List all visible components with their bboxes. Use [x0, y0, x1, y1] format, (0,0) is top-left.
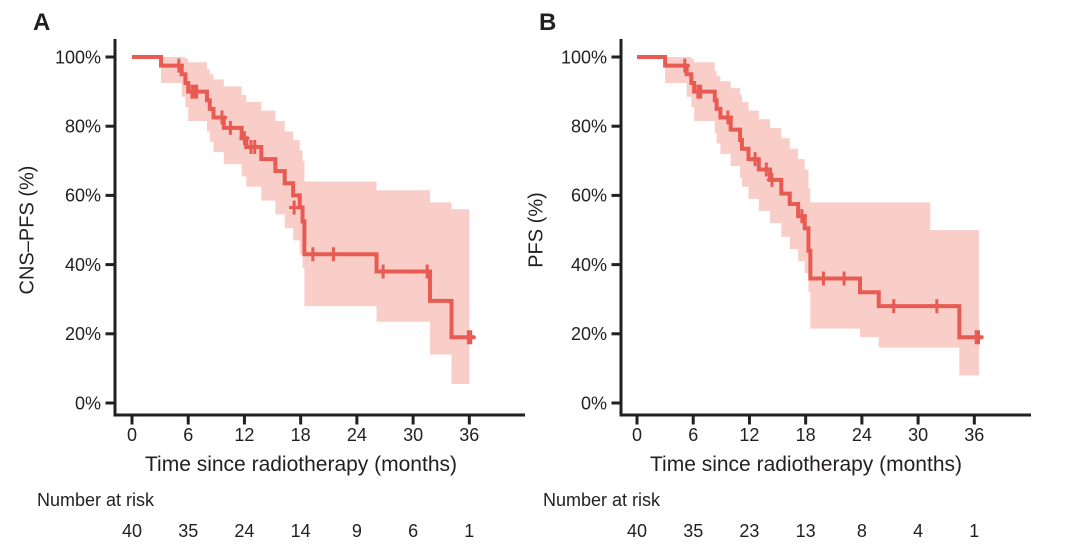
panel-A: 100% 80% 60% 40% 20% 0% 0 6 12 18 24 30 36 40 35 24 14 9 6… — [55, 39, 525, 541]
x-tick-labels-A: 0 6 12 18 24 30 36 — [127, 425, 479, 445]
risk-count: 14 — [291, 521, 311, 541]
x-tick-label: 6 — [688, 425, 698, 445]
panel-a-y-axis-label: CNS–PFS (%) — [16, 165, 39, 295]
y-tick-label: 100% — [561, 47, 607, 67]
risk-count: 24 — [234, 521, 254, 541]
confidence-band-B — [665, 57, 980, 376]
y-tick-label: 80% — [65, 117, 101, 137]
risk-count: 4 — [913, 521, 923, 541]
y-tick-label: 20% — [571, 324, 607, 344]
y-tick-label: 20% — [65, 324, 101, 344]
axes-B — [611, 39, 1031, 425]
y-tick-label: 100% — [55, 47, 101, 67]
panel-b-y-axis-label: PFS (%) — [525, 192, 548, 268]
x-tick-labels-B: 0 6 12 18 24 30 36 — [632, 425, 984, 445]
number-at-risk-A: 40 35 24 14 9 6 1 — [122, 521, 474, 541]
risk-count: 1 — [464, 521, 474, 541]
censor-marks-B — [679, 58, 984, 345]
x-tick-label: 36 — [459, 425, 479, 445]
y-tick-label: 0% — [75, 393, 101, 413]
x-tick-label: 18 — [796, 425, 816, 445]
x-tick-label: 30 — [403, 425, 423, 445]
risk-count: 6 — [408, 521, 418, 541]
x-tick-label: 12 — [234, 425, 254, 445]
x-tick-label: 36 — [964, 425, 984, 445]
x-tick-label: 6 — [183, 425, 193, 445]
risk-count: 40 — [122, 521, 142, 541]
x-tick-label: 0 — [127, 425, 137, 445]
risk-count: 13 — [796, 521, 816, 541]
risk-count: 35 — [178, 521, 198, 541]
number-at-risk-B: 40 35 23 13 8 4 1 — [627, 521, 979, 541]
y-tick-label: 60% — [571, 186, 607, 206]
x-tick-label: 24 — [852, 425, 872, 445]
x-tick-label: 0 — [632, 425, 642, 445]
y-tick-label: 80% — [571, 117, 607, 137]
x-tick-label: 18 — [291, 425, 311, 445]
panel-b-letter: B — [539, 9, 557, 36]
axes-A — [105, 39, 525, 425]
panel-b-risk-caption: Number at risk — [543, 490, 661, 510]
x-tick-label: 24 — [347, 425, 367, 445]
panel-a-x-axis-label: Time since radiotherapy (months) — [144, 453, 458, 476]
y-tick-label: 40% — [65, 255, 101, 275]
confidence-band-A — [161, 57, 470, 384]
censor-marks-A — [173, 58, 476, 345]
y-tick-label: 0% — [581, 393, 607, 413]
x-tick-label: 12 — [739, 425, 759, 445]
risk-count: 1 — [969, 521, 979, 541]
panel-a-risk-caption: Number at risk — [37, 490, 155, 510]
risk-count: 23 — [739, 521, 759, 541]
panel-a-letter: A — [33, 9, 51, 36]
panel-b-x-axis-label: Time since radiotherapy (months) — [649, 453, 963, 476]
y-tick-label: 40% — [571, 255, 607, 275]
risk-count: 9 — [352, 521, 362, 541]
y-tick-labels-A: 100% 80% 60% 40% 20% 0% — [55, 47, 101, 413]
x-tick-label: 30 — [908, 425, 928, 445]
y-tick-labels-B: 100% 80% 60% 40% 20% 0% — [561, 47, 607, 413]
y-tick-label: 60% — [65, 186, 101, 206]
risk-count: 8 — [857, 521, 867, 541]
risk-count: 35 — [683, 521, 703, 541]
risk-count: 40 — [627, 521, 647, 541]
